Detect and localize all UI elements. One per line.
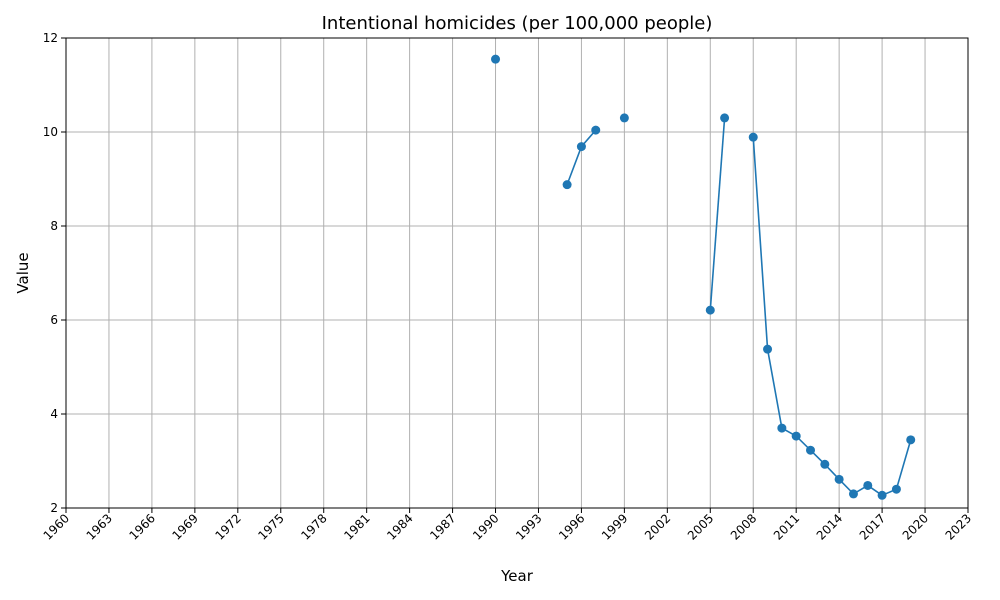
data-point — [777, 423, 787, 433]
x-tick-label: 1990 — [470, 511, 501, 542]
x-tick-label: 1999 — [599, 511, 630, 542]
data-point — [591, 125, 601, 135]
data-point — [834, 474, 844, 484]
x-tick-label: 1993 — [513, 511, 544, 542]
x-tick-label: 1978 — [298, 511, 329, 542]
grid-lines — [65, 37, 969, 509]
data-point — [748, 132, 758, 142]
data-point — [619, 113, 629, 123]
data-point — [763, 344, 773, 354]
x-tick-label: 2011 — [771, 511, 802, 542]
series-line — [752, 137, 912, 497]
data-point — [906, 435, 916, 445]
data-point — [562, 180, 572, 190]
y-axis: 2 4 6 8 10 12 — [43, 31, 66, 515]
y-tick-label: 2 — [50, 501, 58, 515]
x-tick-label: 1981 — [341, 511, 372, 542]
y-tick-label: 10 — [43, 125, 58, 139]
x-tick-label: 1960 — [41, 511, 72, 542]
x-tick-label: 1972 — [212, 511, 243, 542]
y-tick-label: 8 — [50, 219, 58, 233]
data-point — [576, 142, 586, 152]
data-point — [491, 54, 501, 64]
y-tick-label: 4 — [50, 407, 58, 421]
x-tick-label: 1963 — [84, 511, 115, 542]
data-point — [806, 445, 816, 455]
data-point — [720, 113, 730, 123]
x-tick-label: 1966 — [127, 511, 158, 542]
chart-title: Intentional homicides (per 100,000 peopl… — [322, 13, 713, 34]
x-tick-label: 1969 — [169, 511, 200, 542]
data-point — [705, 305, 715, 315]
x-tick-label: 2023 — [943, 511, 974, 542]
x-tick-label: 2002 — [642, 511, 673, 542]
x-tick-label: 1975 — [255, 511, 286, 542]
data-point — [791, 431, 801, 441]
x-axis-label: Year — [500, 567, 534, 585]
x-tick-label: 2014 — [814, 511, 845, 542]
y-tick-label: 12 — [43, 31, 58, 45]
x-tick-label: 2005 — [685, 511, 716, 542]
x-tick-label: 1987 — [427, 511, 458, 542]
data-point — [891, 484, 901, 494]
data-point — [820, 459, 830, 469]
x-tick-label: 2020 — [900, 511, 931, 542]
x-tick-label: 2017 — [857, 511, 888, 542]
series-line — [709, 117, 726, 311]
y-axis-label: Value — [14, 252, 32, 293]
x-axis: 1960 1963 1966 1969 1972 1975 1978 1981 1984 1987… — [41, 508, 974, 543]
x-tick-label: 1984 — [384, 511, 415, 542]
data-point — [863, 480, 873, 490]
x-tick-label: 1996 — [556, 511, 587, 542]
y-tick-label: 6 — [50, 313, 58, 327]
series-layer — [491, 54, 916, 500]
x-tick-label: 2008 — [728, 511, 759, 542]
data-point — [877, 490, 887, 500]
data-point — [848, 489, 858, 499]
plot-frame — [65, 37, 969, 509]
